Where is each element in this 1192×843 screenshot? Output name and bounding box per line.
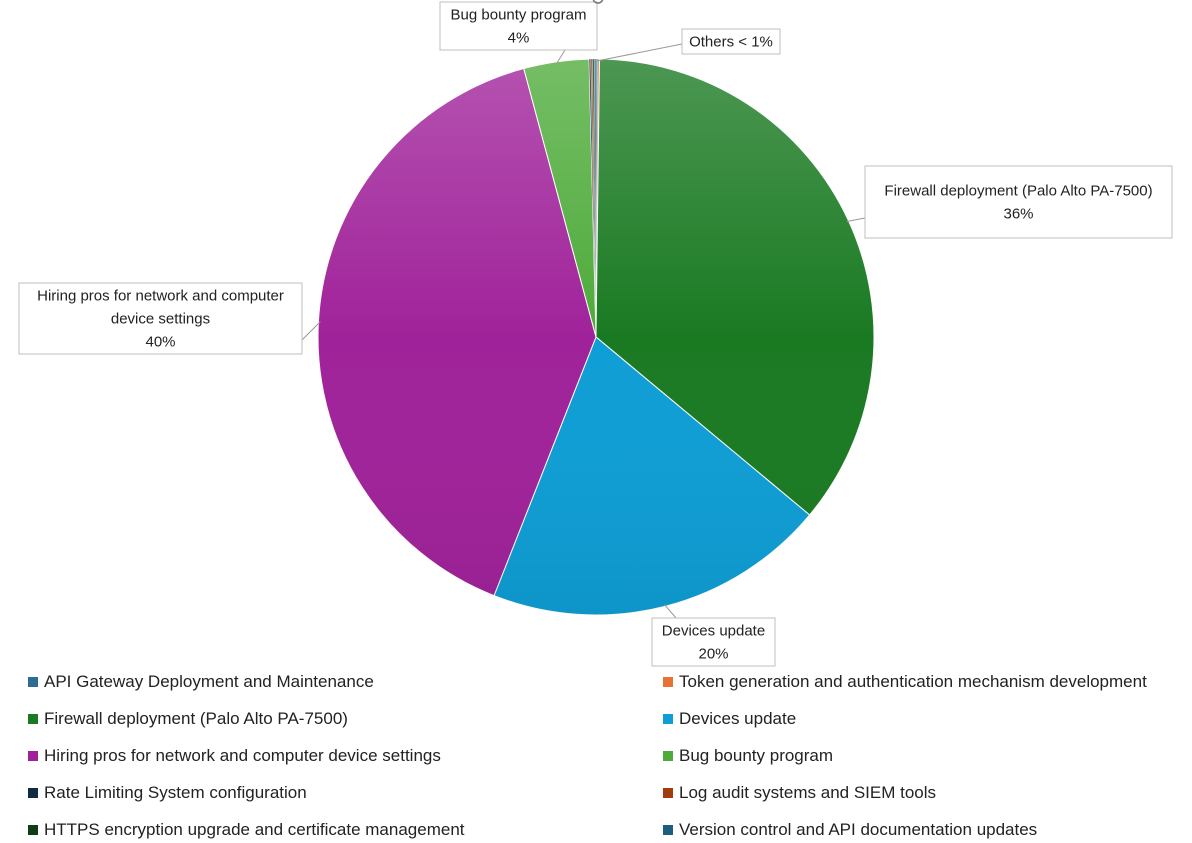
leader-line <box>596 43 683 62</box>
data-label-text: 40% <box>145 334 175 351</box>
data-label-text: Others < 1% <box>689 34 773 51</box>
leader-line <box>555 49 566 65</box>
leader-line <box>846 217 866 222</box>
data-label-text: 20% <box>698 646 728 663</box>
data-label-box <box>651 617 776 667</box>
data-label-text: Bug bounty program <box>451 7 587 24</box>
data-label-text: 36% <box>1003 206 1033 223</box>
data-label-text: 4% <box>508 30 530 47</box>
others-marker <box>592 0 604 4</box>
data-label-box <box>18 282 303 355</box>
data-label-box <box>864 165 1173 239</box>
data-label-box <box>681 28 781 55</box>
data-label-text: Hiring pros for network and computer <box>37 288 284 305</box>
leader-line <box>301 321 321 341</box>
data-label-text: Firewall deployment (Palo Alto PA-7500) <box>884 183 1152 200</box>
leader-line <box>663 604 677 619</box>
data-label-box <box>439 1 598 51</box>
data-label-text: device settings <box>111 311 210 328</box>
data-label-text: Devices update <box>662 623 765 640</box>
